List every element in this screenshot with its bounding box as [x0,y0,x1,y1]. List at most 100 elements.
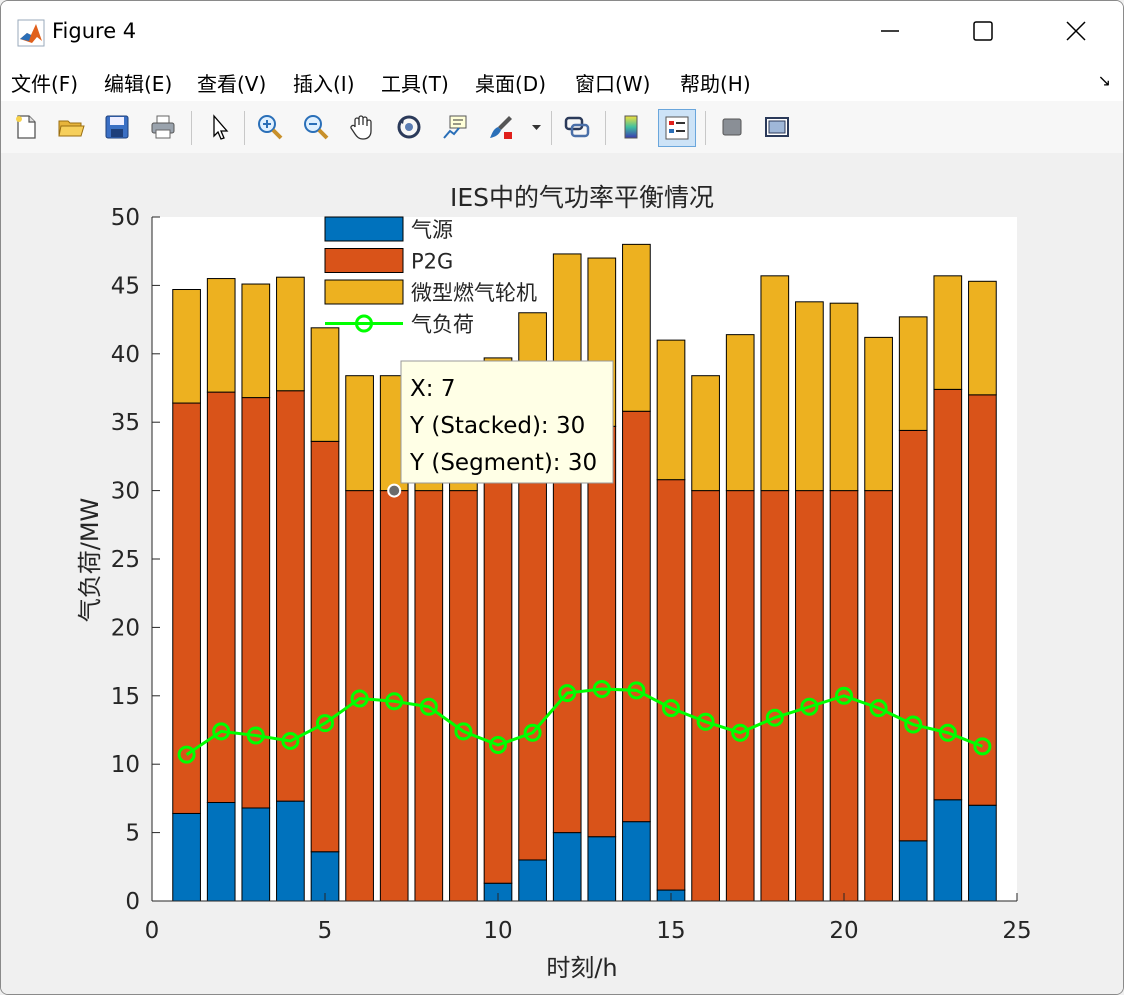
bar-segment [622,243,651,412]
show-tools-icon [765,117,789,137]
load-point [281,731,300,750]
bar-segment [552,421,582,834]
dropdown-arrow-icon [532,125,541,130]
bar-segment [898,316,928,431]
load-point [627,681,646,700]
data-tip-text: Y (Segment): 30 [409,450,597,476]
data-cursor-button[interactable] [437,109,473,145]
bar-segment [414,490,444,902]
y-tick-label: 30 [111,479,140,505]
y-tick-label: 50 [111,205,140,231]
save-icon [105,115,129,139]
dock-arrow-icon[interactable]: ↘ [1097,71,1111,90]
legend-icon [665,116,689,140]
bar-segment [725,334,755,492]
brush-menu-button[interactable] [527,109,545,145]
menu-file[interactable]: 文件(F) [11,72,79,96]
insert-colorbar-button[interactable] [613,109,649,145]
title-bar[interactable]: Figure 4 [1,1,1123,59]
bar-segment [241,283,271,399]
zoom-in-button[interactable] [252,109,288,145]
load-point [835,686,853,705]
chart[interactable]: 0 5 10 15 20 25 0 5 10 15 20 25 30 35 40 45 50 气源 P2G 微型燃气… [1,153,1123,994]
bar-segment [345,490,374,902]
legend-swatch [324,279,404,305]
bar-segment [933,388,963,801]
bar-segment [310,440,340,853]
load-point [765,708,784,727]
bar-segment [172,812,201,902]
legend-label: 气负荷 [411,313,474,337]
load-point [212,722,231,741]
print-figure-button[interactable] [145,109,181,145]
menu-view[interactable]: 查看(V) [197,72,267,96]
menu-help[interactable]: 帮助(H) [680,72,751,96]
y-tick-label: 15 [111,684,140,710]
menu-bar: 文件(F) 编辑(E) 查看(V) 插入(I) 工具(T) 桌面(D) 窗口(W… [1,59,1123,101]
maximize-button[interactable] [960,9,1006,53]
bar-segment [725,490,755,902]
figure-canvas[interactable]: 0 5 10 15 20 25 0 5 10 15 20 25 30 35 40 45 50 气源 P2G 微型燃气… [1,153,1123,994]
matlab-icon [17,19,45,47]
pan-button[interactable] [344,109,380,145]
toolbar-separator [605,111,606,145]
menu-insert[interactable]: 插入(I) [293,72,355,96]
bar-segment [518,859,547,902]
load-line-layer [177,679,992,764]
x-tick-label: 5 [318,918,333,944]
insert-legend-button[interactable] [658,109,696,147]
rotate-icon [397,115,421,139]
save-figure-button[interactable] [99,109,135,145]
x-tick-label: 10 [483,918,512,944]
load-point [731,723,750,742]
toolbar-separator [191,111,192,145]
menu-desktop[interactable]: 桌面(D) [475,72,547,96]
bar-segment [656,339,686,481]
show-plot-tools-button[interactable] [759,109,795,145]
hand-icon [350,115,372,140]
bar-segment [968,280,997,396]
brush-button[interactable] [483,109,519,145]
bar-segment [864,336,893,492]
chart-title: IES中的气功率平衡情况 [450,183,714,212]
load-point [489,736,507,755]
minimize-button[interactable] [867,9,913,53]
zoom-out-button[interactable] [298,109,334,145]
axes-layer: 0 5 10 15 20 25 0 5 10 15 20 25 30 35 40 45 50 [111,205,1032,944]
x-tick-label: 15 [656,918,685,944]
close-button[interactable] [1053,9,1099,53]
hide-plot-tools-button[interactable] [714,109,750,145]
new-file-icon [16,115,36,139]
link-plot-button[interactable] [559,109,595,145]
bar-segment [933,799,963,902]
menu-tools[interactable]: 工具(T) [381,72,449,96]
new-figure-button[interactable] [8,109,44,145]
data-tip[interactable]: X: 7 Y (Stacked): 30 Y (Segment): 30 [387,360,614,498]
y-axis-label: 气负荷/MW [76,498,104,623]
bar-segment [206,391,236,804]
y-tick-label: 20 [111,615,140,641]
bar-segment [622,821,651,902]
data-tip-text: X: 7 [410,376,455,402]
bar-segment [898,429,928,842]
legend-marker [355,314,373,333]
edit-plot-button[interactable] [201,109,237,145]
y-tick-label: 5 [125,821,140,847]
brush-icon [490,116,512,139]
rotate-3d-button[interactable] [391,109,427,145]
menu-window[interactable]: 窗口(W) [575,72,651,96]
open-file-button[interactable] [53,109,89,145]
load-point [523,723,542,742]
load-point [419,697,438,716]
menu-edit[interactable]: 编辑(E) [104,72,173,96]
bar-segment [483,472,513,884]
bar-segment [829,302,859,492]
bar-segment [968,394,997,806]
x-tick-label: 25 [1002,918,1031,944]
load-point [938,723,957,742]
toolbar-separator [244,111,245,145]
data-tip-text: Y (Stacked): 30 [409,413,585,439]
load-point [904,715,923,734]
